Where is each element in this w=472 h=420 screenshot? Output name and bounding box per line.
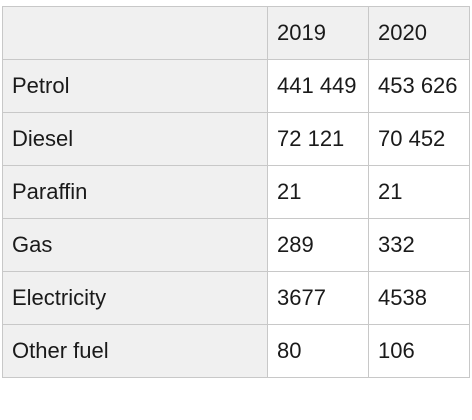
header-corner-cell (2, 6, 268, 60)
row-label: Paraffin (2, 165, 268, 219)
row-label: Gas (2, 218, 268, 272)
cell-2020: 106 (368, 324, 470, 378)
row-label: Diesel (2, 112, 268, 166)
table-row: Electricity 3677 4538 (2, 271, 470, 325)
table-row: Gas 289 332 (2, 218, 470, 272)
row-label: Electricity (2, 271, 268, 325)
table-container: 2019 2020 Petrol 441 449 453 626 Diesel … (2, 6, 470, 378)
cell-2020: 70 452 (368, 112, 470, 166)
row-label: Petrol (2, 59, 268, 113)
table-row: Other fuel 80 106 (2, 324, 470, 378)
cell-2019: 289 (267, 218, 369, 272)
header-year-2019: 2019 (267, 6, 369, 60)
cell-2019: 441 449 (267, 59, 369, 113)
table-row: Petrol 441 449 453 626 (2, 59, 470, 113)
row-label: Other fuel (2, 324, 268, 378)
cell-2020: 21 (368, 165, 470, 219)
header-year-2020: 2020 (368, 6, 470, 60)
cell-2019: 80 (267, 324, 369, 378)
fuel-table: 2019 2020 Petrol 441 449 453 626 Diesel … (2, 6, 470, 378)
table-row: Diesel 72 121 70 452 (2, 112, 470, 166)
cell-2019: 3677 (267, 271, 369, 325)
cell-2020: 332 (368, 218, 470, 272)
table-row: Paraffin 21 21 (2, 165, 470, 219)
cell-2019: 72 121 (267, 112, 369, 166)
cell-2020: 453 626 (368, 59, 470, 113)
header-row: 2019 2020 (2, 6, 470, 60)
cell-2019: 21 (267, 165, 369, 219)
cell-2020: 4538 (368, 271, 470, 325)
